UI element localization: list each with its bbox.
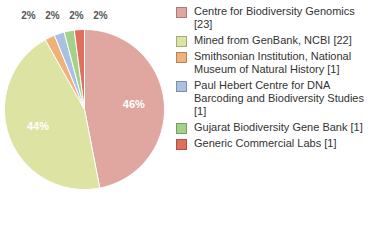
svg-text:2%: 2% bbox=[21, 10, 36, 21]
html-text:Smithsonian Institution, Natio: Smithsonian Institution, National Museum… bbox=[194, 50, 352, 75]
svg-text:46%: 46% bbox=[123, 98, 145, 110]
html-text:Paul Hebert Centre for DNA Bar: Paul Hebert Centre for DNA Barcoding and… bbox=[194, 79, 364, 117]
html-text:Generic Commercial Labs [1]: Generic Commercial Labs [1] bbox=[194, 137, 337, 149]
svg-text:2%: 2% bbox=[69, 10, 84, 21]
svg-text:44%: 44% bbox=[27, 120, 49, 132]
svg-text:2%: 2% bbox=[93, 10, 108, 21]
html-text:Centre for Biodiversity Genomi: Centre for Biodiversity Genomics [23] bbox=[194, 5, 355, 30]
html-text:Mined from GenBank, NCBI [22]: Mined from GenBank, NCBI [22] bbox=[194, 34, 352, 46]
svg-text:2%: 2% bbox=[45, 10, 60, 21]
html-text:Gujarat Biodiversity Gene Bank: Gujarat Biodiversity Gene Bank [1] bbox=[194, 121, 363, 133]
